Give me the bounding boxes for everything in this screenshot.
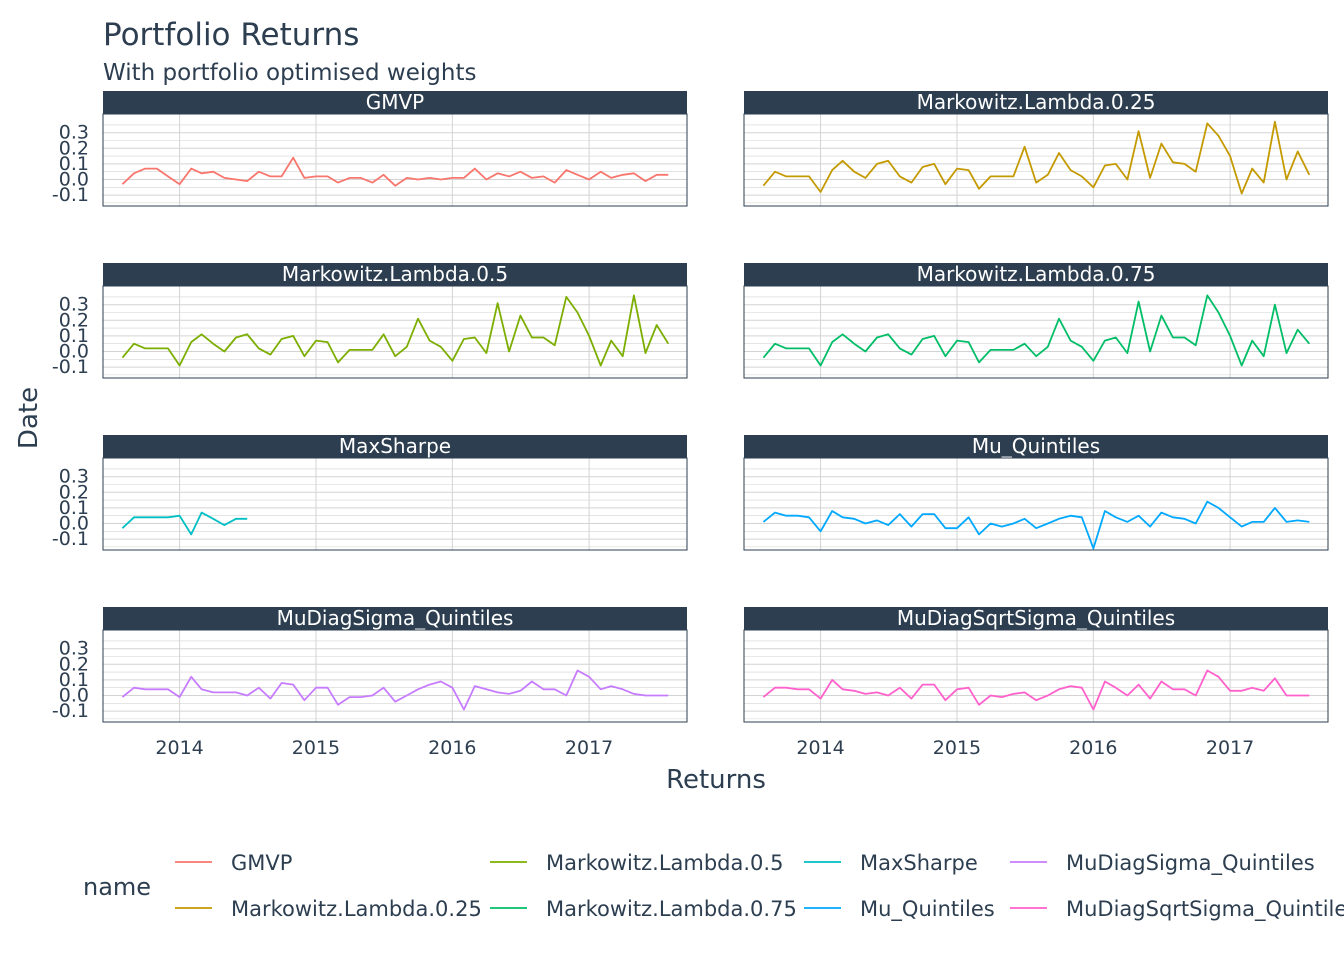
panel-gmvp: GMVP 0.30.20.10.0-0.1: [52, 90, 688, 207]
series-line-markowitz-lambda-0-75: [762, 294, 1310, 367]
panel-border-markowitz-lambda-0-25: [743, 113, 1329, 207]
x-tick-label: 2017: [1206, 737, 1254, 759]
legend-label-maxsharpe: MaxSharpe: [860, 851, 978, 875]
y-axis-title: Date: [14, 387, 44, 449]
strip-mu-quintiles: [744, 435, 1328, 458]
strip-label-markowitz-lambda-0-75: Markowitz.Lambda.0.75: [917, 262, 1156, 286]
panel-maxsharpe: MaxSharpe 0.30.20.10.0-0.1: [52, 434, 688, 551]
y-tick-label: 0.2: [59, 309, 89, 331]
x-tick-label: 2015: [292, 737, 340, 759]
legend-label-markowitz-lambda-0-5: Markowitz.Lambda.0.5: [546, 851, 783, 875]
strip-markowitz-lambda-0-5: [103, 263, 687, 286]
legend: GMVP Markowitz.Lambda.0.25 Markowitz.Lambd…: [175, 851, 1344, 922]
x-tick-label: 2017: [565, 737, 613, 759]
y-tick-label: 0.1: [59, 669, 89, 691]
strip-label-gmvp: GMVP: [366, 90, 425, 114]
legend-label-markowitz-lambda-0-25: Markowitz.Lambda.0.25: [231, 897, 482, 921]
legend-label-mudiagsqrtsigma-quintiles: MuDiagSqrtSigma_Quintiles: [1066, 897, 1344, 922]
legend-label-mu-quintiles: Mu_Quintiles: [860, 897, 995, 922]
y-tick-label: 0.3: [59, 122, 89, 144]
chart-subtitle: With portfolio optimised weights: [103, 60, 476, 86]
x-tick-label: 2014: [155, 737, 203, 759]
panel-border-maxsharpe: [102, 457, 688, 551]
y-tick-label: -0.1: [52, 700, 89, 722]
legend-label-markowitz-lambda-0-75: Markowitz.Lambda.0.75: [546, 897, 797, 921]
x-tick-label: 2014: [796, 737, 844, 759]
panel-markowitz-lambda-0-25: Markowitz.Lambda.0.25: [743, 90, 1329, 207]
y-tick-label: 0.3: [59, 638, 89, 660]
y-tick-label: 0.3: [59, 294, 89, 316]
series-line-maxsharpe: [121, 511, 248, 536]
x-tick-label: 2015: [933, 737, 981, 759]
x-tick-label: 2016: [428, 737, 476, 759]
series-line-markowitz-lambda-0-25: [762, 120, 1311, 195]
strip-label-maxsharpe: MaxSharpe: [339, 434, 451, 458]
panel-markowitz-lambda-0-75: Markowitz.Lambda.0.75: [743, 262, 1329, 379]
y-tick-label: 0.1: [59, 153, 89, 175]
y-tick-label: 0.0: [59, 684, 89, 706]
legend-title: name: [83, 873, 151, 901]
panel-border-gmvp: [102, 113, 688, 207]
y-tick-label: 0.0: [59, 340, 89, 362]
y-tick-label: 0.1: [59, 325, 89, 347]
legend-item-mu-quintiles: Mu_Quintiles: [804, 897, 995, 922]
x-tick-label: 2016: [1069, 737, 1117, 759]
legend-item-mudiagsigma-quintiles: MuDiagSigma_Quintiles: [1010, 851, 1315, 876]
legend-item-mudiagsqrtsigma-quintiles: MuDiagSqrtSigma_Quintiles: [1010, 897, 1344, 922]
strip-label-mudiagsigma-quintiles: MuDiagSigma_Quintiles: [277, 606, 514, 630]
series-line-mu-quintiles: [762, 500, 1310, 550]
panel-markowitz-lambda-0-5: Markowitz.Lambda.0.5 0.30.20.10.0-0.1: [52, 262, 688, 379]
panel-mudiagsigma-quintiles: MuDiagSigma_Quintiles 0.30.20.10.0-0.1: [52, 606, 688, 723]
legend-item-gmvp: GMVP: [175, 851, 292, 875]
strip-label-mu-quintiles: Mu_Quintiles: [972, 434, 1100, 458]
panel-mu-quintiles: Mu_Quintiles: [743, 434, 1329, 551]
panel-border-mudiagsqrtsigma-quintiles: [743, 629, 1329, 723]
legend-label-gmvp: GMVP: [231, 851, 292, 875]
strip-markowitz-lambda-0-25: [744, 91, 1328, 114]
y-tick-label: 0.3: [59, 466, 89, 488]
x-axis-title: Returns: [666, 765, 766, 795]
strip-mudiagsigma-quintiles: [103, 607, 687, 630]
strip-label-markowitz-lambda-0-5: Markowitz.Lambda.0.5: [282, 262, 508, 286]
series-line-gmvp: [121, 156, 669, 187]
panel-border-mudiagsigma-quintiles: [102, 629, 688, 723]
legend-label-mudiagsigma-quintiles: MuDiagSigma_Quintiles: [1066, 851, 1315, 876]
y-tick-label: 0.2: [59, 653, 89, 675]
panel-border-markowitz-lambda-0-5: [102, 285, 688, 379]
strip-mudiagsqrtsigma-quintiles: [744, 607, 1328, 630]
series-line-mudiagsigma-quintiles: [121, 669, 669, 711]
legend-item-maxsharpe: MaxSharpe: [804, 851, 978, 875]
y-tick-label: 0.0: [59, 512, 89, 534]
y-tick-label: 0.0: [59, 168, 89, 190]
strip-maxsharpe: [103, 435, 687, 458]
y-tick-label: 0.2: [59, 481, 89, 503]
y-tick-label: -0.1: [52, 528, 89, 550]
y-tick-label: -0.1: [52, 356, 89, 378]
y-tick-label: 0.2: [59, 137, 89, 159]
panel-border-markowitz-lambda-0-75: [743, 285, 1329, 379]
panel-border-mu-quintiles: [743, 457, 1329, 551]
strip-gmvp: [103, 91, 687, 114]
series-line-mudiagsqrtsigma-quintiles: [762, 669, 1310, 711]
x-axis-ticks: 2014 2015 2016 2017 2014 2015 2016 2017: [155, 737, 1254, 759]
legend-item-markowitz-lambda-0-5: Markowitz.Lambda.0.5: [490, 851, 783, 875]
strip-label-mudiagsqrtsigma-quintiles: MuDiagSqrtSigma_Quintiles: [897, 606, 1175, 630]
y-tick-label: -0.1: [52, 184, 89, 206]
series-line-markowitz-lambda-0-5: [121, 294, 670, 367]
strip-markowitz-lambda-0-75: [744, 263, 1328, 286]
facet-panels: GMVP0.30.20.10.0-0.1Markowitz.Lambda.0.2…: [52, 90, 1329, 723]
strip-label-markowitz-lambda-0-25: Markowitz.Lambda.0.25: [917, 90, 1156, 114]
panel-mudiagsqrtsigma-quintiles: MuDiagSqrtSigma_Quintiles: [743, 606, 1329, 723]
legend-item-markowitz-lambda-0-75: Markowitz.Lambda.0.75: [490, 897, 797, 921]
y-tick-label: 0.1: [59, 497, 89, 519]
legend-item-markowitz-lambda-0-25: Markowitz.Lambda.0.25: [175, 897, 482, 921]
chart-title: Portfolio Returns: [103, 17, 359, 53]
